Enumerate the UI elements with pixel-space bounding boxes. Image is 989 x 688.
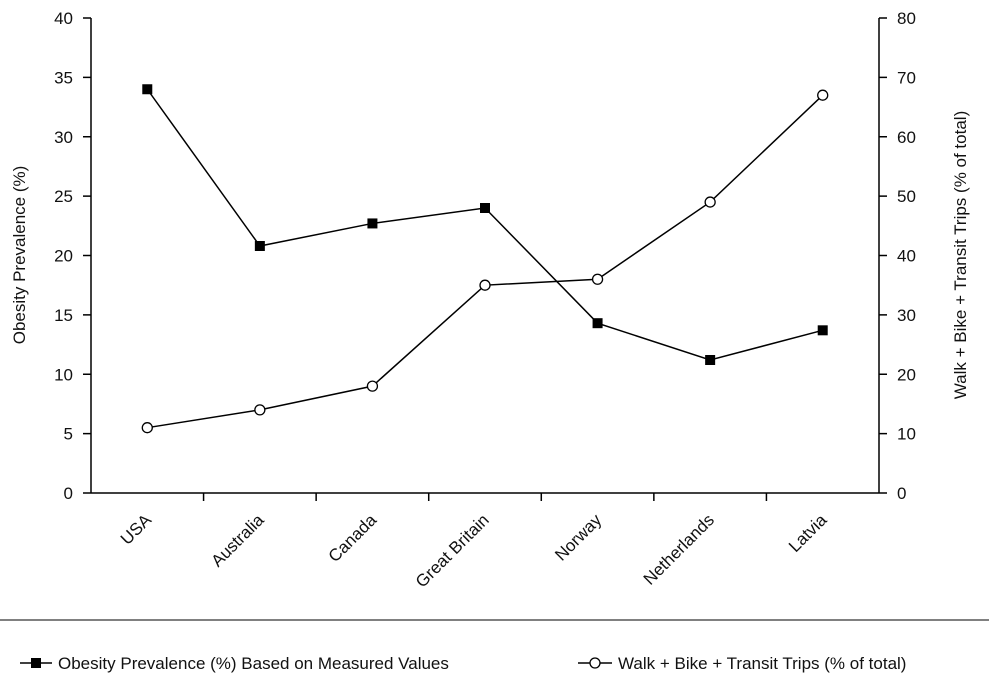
y-tick-label-right: 0 xyxy=(897,484,906,503)
y-tick-label-right: 20 xyxy=(897,365,916,384)
data-point-trips xyxy=(254,404,266,416)
data-point-obesity xyxy=(254,241,265,251)
plot-area: 0 5 10 15 20 25 30 35 40 0 10 20 30 40 50 60 70 80 USA Au… xyxy=(54,9,916,591)
y-axis-left-title: Obesity Prevalence (%) xyxy=(10,166,29,345)
x-tick-label: USA xyxy=(117,510,156,549)
x-tick-label: Great Britain xyxy=(412,510,493,591)
data-point-obesity xyxy=(480,203,490,213)
legend-marker-obesity xyxy=(31,658,41,668)
x-tick-label: Latvia xyxy=(785,510,831,556)
y-tick-label-left: 40 xyxy=(54,9,73,28)
data-point-obesity xyxy=(817,325,828,336)
y-ticks-left: 0 5 10 15 20 25 30 35 40 xyxy=(54,9,91,503)
y-tick-label-left: 10 xyxy=(54,365,73,384)
x-tick-label: Norway xyxy=(551,510,606,565)
y-tick-label-left: 25 xyxy=(54,187,73,206)
legend-marker-trips xyxy=(589,657,601,669)
x-ticks: USA Australia Canada Great Britain Norway Net… xyxy=(117,493,831,591)
y-tick-label-left: 0 xyxy=(64,484,73,503)
legend-label-trips: Walk + Bike + Transit Trips (% of total) xyxy=(618,654,906,673)
y-tick-label-left: 15 xyxy=(54,306,73,325)
data-point-obesity xyxy=(705,355,716,365)
y-tick-label-right: 60 xyxy=(897,128,916,147)
data-point-obesity xyxy=(592,318,603,329)
y-ticks-right: 0 10 20 30 40 50 60 70 80 xyxy=(879,9,916,503)
y-tick-label-right: 50 xyxy=(897,187,916,206)
data-point-trips xyxy=(479,279,491,291)
y-tick-label-right: 80 xyxy=(897,9,916,28)
y-tick-label-left: 30 xyxy=(54,128,73,147)
series-layer xyxy=(141,84,829,434)
y-tick-label-right: 70 xyxy=(897,68,916,87)
y-tick-label-left: 20 xyxy=(54,247,73,266)
y-tick-label-left: 35 xyxy=(54,68,73,87)
series-line-trips xyxy=(147,94,824,429)
data-point-trips xyxy=(817,89,829,101)
data-point-obesity xyxy=(367,218,378,229)
x-tick-label: Canada xyxy=(325,510,381,566)
data-point-obesity xyxy=(142,84,153,95)
legend-label-obesity: Obesity Prevalence (%) Based on Measured… xyxy=(58,654,449,673)
data-point-trips xyxy=(366,380,379,392)
y-axis-right-title: Walk + Bike + Transit Trips (% of total) xyxy=(951,111,970,399)
y-tick-label-right: 40 xyxy=(897,247,916,266)
legend: Obesity Prevalence (%) Based on Measured… xyxy=(0,619,989,673)
series-line-obesity xyxy=(146,88,823,361)
x-tick-label: Netherlands xyxy=(640,510,718,588)
y-tick-label-right: 10 xyxy=(897,425,916,444)
x-tick-label: Australia xyxy=(207,510,268,571)
data-point-trips xyxy=(141,422,153,434)
y-tick-label-left: 5 xyxy=(64,425,73,444)
data-point-trips xyxy=(591,273,604,285)
y-tick-label-right: 30 xyxy=(897,306,916,325)
data-point-trips xyxy=(704,196,716,208)
